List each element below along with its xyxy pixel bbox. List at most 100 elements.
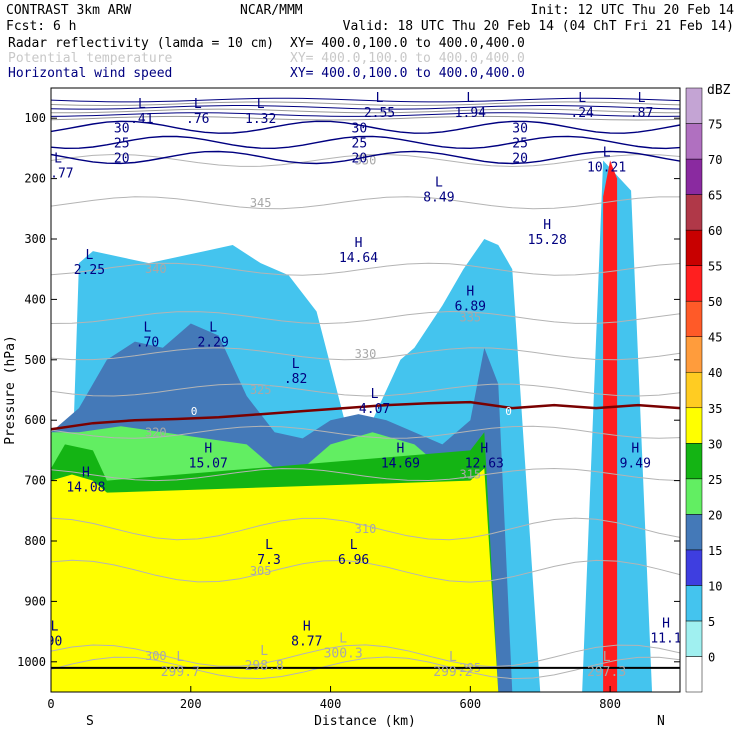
extremum-value: 14.69 <box>381 456 420 471</box>
theta-contour-340 <box>51 262 680 276</box>
wind-contour-label: 30 <box>512 121 528 136</box>
extremum-marker: L <box>51 620 59 635</box>
colorbar-label: 0 <box>708 650 715 664</box>
colorbar-label: 65 <box>708 189 722 203</box>
colorbar-label: 55 <box>708 260 722 274</box>
y-tick-label: 800 <box>24 534 46 548</box>
extremum-value: 2.77 <box>42 167 73 182</box>
header-forecast-hour: Fcst: 6 h <box>6 19 76 34</box>
extremum-value: 1.94 <box>455 106 486 121</box>
extremum-value: 14.08 <box>66 481 105 496</box>
extremum-value: 300.3 <box>324 647 363 662</box>
colorbar-swatch <box>685 549 703 586</box>
colorbar-label: 60 <box>708 224 722 238</box>
extremum-marker: H <box>355 236 363 251</box>
wind-contour-20 <box>51 150 680 165</box>
colorbar-swatch <box>685 123 703 160</box>
colorbar-label: 50 <box>708 295 722 309</box>
colorbar-swatch <box>685 194 703 231</box>
extremum-value: .87 <box>630 106 653 121</box>
extremum-marker: L <box>603 650 611 665</box>
colorbar-label: 5 <box>708 615 715 629</box>
extremum-marker: L <box>339 632 347 647</box>
theta-contour-345 <box>51 196 680 210</box>
extremum-marker: L <box>638 91 646 106</box>
wind-contour-label: 20 <box>114 151 130 166</box>
y-tick-label: 200 <box>24 172 46 186</box>
colorbar-swatch <box>685 336 703 373</box>
extremum-marker: L <box>209 321 217 336</box>
x-tick-label: 800 <box>599 697 621 711</box>
wind-contour-30 <box>51 120 680 134</box>
extremum-marker: H <box>82 466 90 481</box>
y-tick-label: 300 <box>24 232 46 246</box>
extremum-marker: L <box>86 248 94 263</box>
colorbar: 0 5 10 15 20 25 30 35 40 45 50 55 60 65 70 75 <box>685 87 722 693</box>
extremum-marker: H <box>397 441 405 456</box>
extremum-marker: L <box>466 91 474 106</box>
y-tick-label: 1000 <box>17 655 46 669</box>
colorbar-label: 35 <box>708 402 722 416</box>
colorbar-swatch <box>685 620 703 657</box>
extremum-value: .70 <box>136 336 159 351</box>
extremum-marker: L <box>144 321 152 336</box>
extremum-marker: L <box>371 387 379 402</box>
y-tick-label: 400 <box>24 292 46 306</box>
extremum-marker: L <box>138 97 146 112</box>
colorbar-unit: dBZ <box>707 83 731 98</box>
extremum-value: 2.25 <box>74 263 105 278</box>
extremum-value: 12.63 <box>465 456 504 471</box>
reflectivity-fills <box>51 160 680 692</box>
header-init-time: Init: 12 UTC Thu 20 Feb 14 <box>531 3 735 18</box>
theta-contour-label: 315 <box>459 468 481 482</box>
colorbar-label: 15 <box>708 544 722 558</box>
extremum-value: 1.32 <box>245 112 276 127</box>
extremum-marker: H <box>466 284 474 299</box>
theta-contour-330 <box>51 347 680 361</box>
plot-frame <box>50 87 681 693</box>
reflectivity-band-30dbz <box>51 468 499 692</box>
theta-contour-label: 350 <box>355 153 377 167</box>
theta-contour-350 <box>51 153 680 168</box>
jet-core-contour <box>51 112 680 117</box>
field-wind-xy: XY= 400.0,100.0 to 400.0,400.0 <box>290 66 525 81</box>
theta-contour-295 <box>51 656 680 680</box>
colorbar-swatch <box>685 300 703 337</box>
extremum-marker: H <box>303 620 311 635</box>
theta-contour-315 <box>51 467 680 482</box>
extremum-value: 6.96 <box>338 553 369 568</box>
x-tick-label: 600 <box>459 697 481 711</box>
colorbar-swatch <box>685 443 703 480</box>
extremum-value: 14.64 <box>339 251 378 266</box>
y-tick-label: 500 <box>24 353 46 367</box>
theta-contour-label: 305 <box>250 564 272 578</box>
field-theta-xy: XY= 400.0,100.0 to 400.0,400.0 <box>290 51 525 66</box>
jet-core-contour <box>51 115 680 121</box>
x-axis-title: Distance (km) <box>314 714 416 729</box>
extremum-marker: H <box>662 617 670 632</box>
y-tick-label: 600 <box>24 413 46 427</box>
extremum-value: 15.07 <box>189 456 228 471</box>
extremum-marker: L <box>435 176 443 191</box>
extremum-value: 299.2 <box>433 665 472 680</box>
colorbar-label: 30 <box>708 437 722 451</box>
extremum-marker: L <box>54 152 62 167</box>
wind-contour-label: 25 <box>512 136 528 151</box>
extremum-marker: H <box>480 441 488 456</box>
wind-contour-label: 30 <box>114 121 130 136</box>
theta-contour-label: 325 <box>250 383 272 397</box>
extremum-value: 6.89 <box>455 299 486 314</box>
extremum-value: 2.29 <box>197 336 228 351</box>
extrema-labels: L2.77L.41L.76L1.32L2.55L1.94L.24L.87L10.… <box>42 91 680 680</box>
header-center: NCAR/MMM <box>240 3 303 18</box>
colorbar-label: 40 <box>708 366 722 380</box>
theta-contour-310 <box>51 517 680 541</box>
wind-contour-label: 20 <box>512 151 528 166</box>
colorbar-label: 25 <box>708 473 722 487</box>
extremum-value: 2.55 <box>364 106 395 121</box>
field-theta-name: Potential temperature <box>8 51 173 66</box>
reflectivity-band-50dbz <box>603 160 618 692</box>
extremum-value: 9.49 <box>620 456 651 471</box>
freezing-level-label: 0 <box>505 405 512 418</box>
